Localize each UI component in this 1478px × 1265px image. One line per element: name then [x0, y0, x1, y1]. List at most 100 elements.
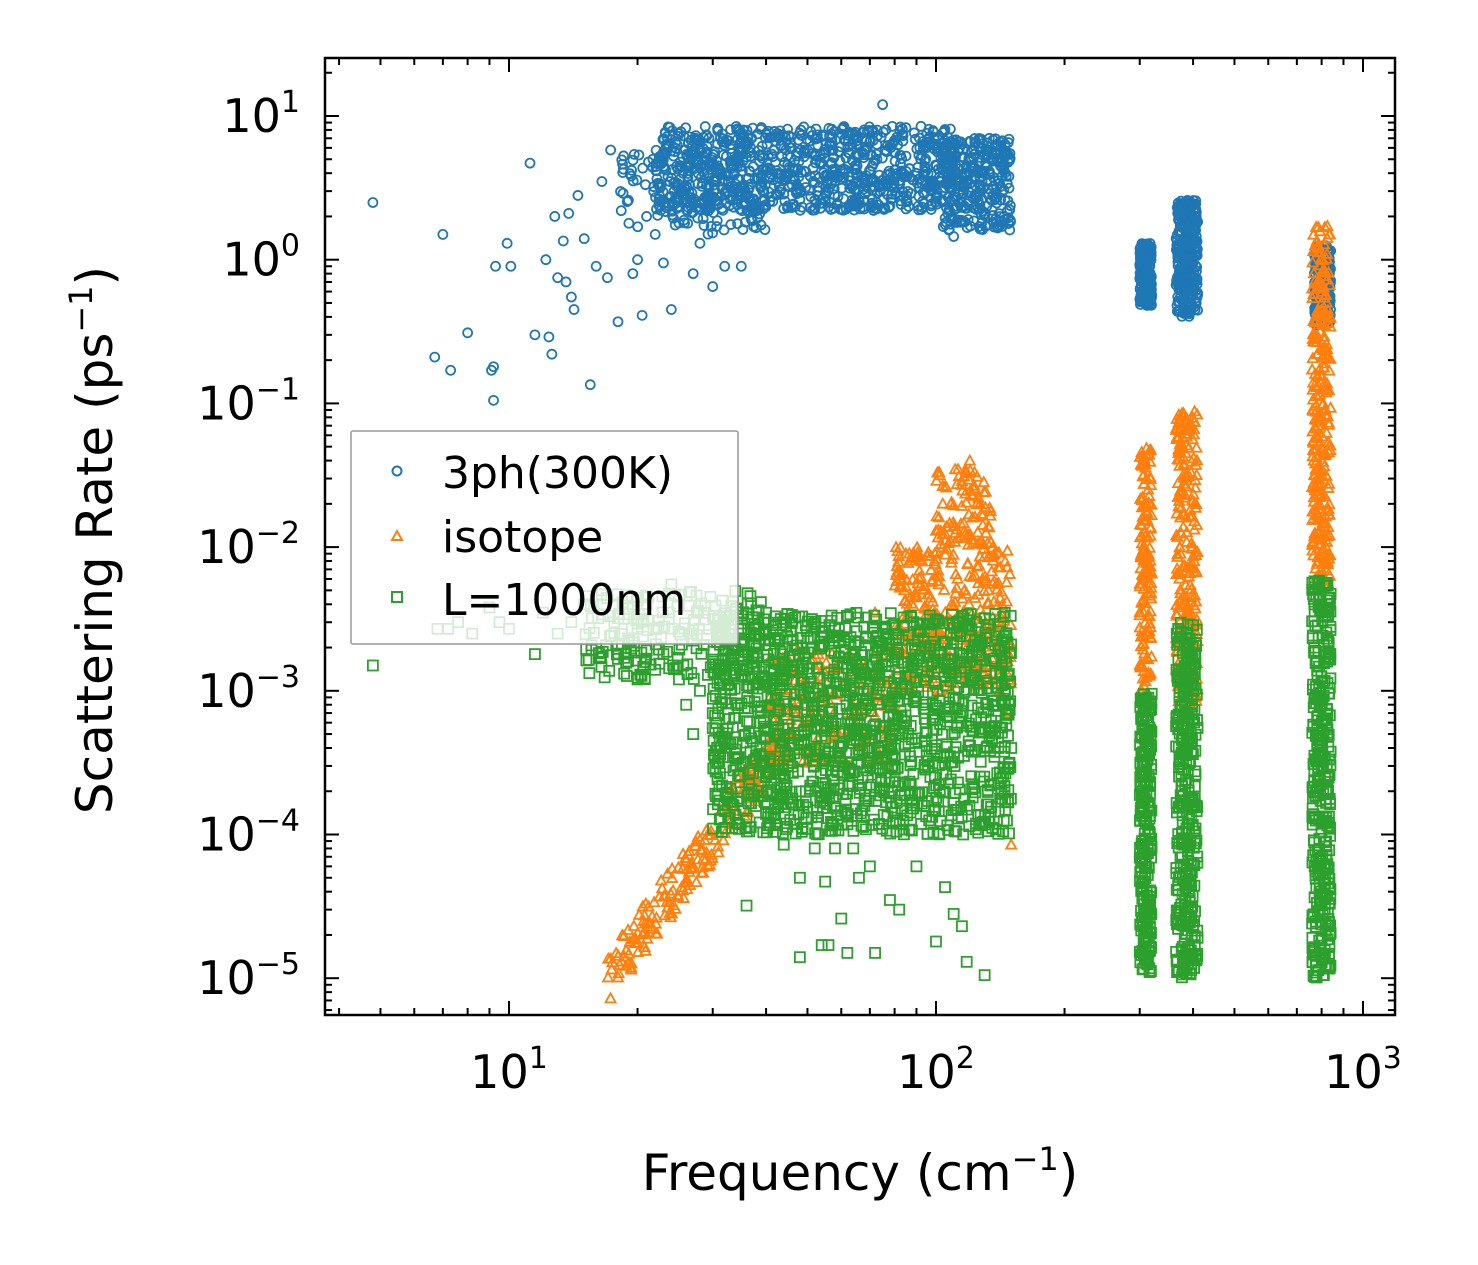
data-point [627, 154, 639, 166]
data-point [735, 260, 747, 272]
data-point [745, 213, 757, 225]
data-point [687, 145, 699, 156]
data-point [714, 169, 726, 181]
data-point [734, 203, 746, 215]
data-point [836, 123, 848, 135]
data-point [716, 136, 728, 147]
data-point [1190, 240, 1202, 252]
data-point [1137, 238, 1149, 250]
data-point [844, 201, 856, 213]
data-point [895, 149, 906, 161]
data-point [871, 187, 883, 199]
data-point [973, 133, 985, 145]
data-point [680, 122, 692, 134]
data-point [700, 152, 712, 164]
data-point [741, 205, 753, 216]
data-point [708, 175, 720, 186]
data-point [641, 211, 652, 222]
data-point [844, 148, 856, 160]
data-point [1140, 244, 1152, 256]
data-point [685, 200, 696, 212]
data-point [897, 123, 908, 135]
data-point [718, 224, 730, 236]
data-point [815, 158, 827, 170]
data-point [636, 309, 648, 321]
data-point [958, 177, 970, 189]
data-point [762, 125, 774, 137]
data-point [655, 180, 667, 192]
data-point [1136, 290, 1148, 302]
data-point [968, 151, 979, 163]
data-point [719, 260, 731, 272]
data-point [628, 148, 640, 160]
data-point [605, 144, 617, 156]
data-point [818, 193, 829, 204]
data-point [490, 260, 501, 272]
data-point [689, 132, 701, 144]
data-point [819, 170, 831, 182]
data-point [707, 281, 719, 292]
data-point [874, 180, 886, 192]
data-point [462, 327, 474, 339]
data-point [596, 176, 608, 187]
data-point [683, 131, 695, 143]
data-point [795, 130, 807, 141]
data-point [749, 173, 761, 185]
data-point [779, 195, 791, 207]
data-point [983, 132, 995, 144]
data-point [524, 157, 536, 169]
data-point [501, 237, 513, 249]
data-point [1191, 278, 1203, 290]
data-point [627, 268, 639, 280]
data-point [732, 218, 743, 230]
data-point [694, 144, 706, 156]
data-point [1000, 560, 1014, 573]
data-point [754, 150, 766, 162]
data-point [791, 180, 803, 191]
data-point [708, 179, 720, 191]
data-point [568, 304, 580, 315]
data-point [896, 128, 908, 140]
data-point [959, 167, 971, 179]
series-circle-points [367, 99, 1337, 406]
data-point [972, 202, 984, 214]
data-point [1177, 217, 1189, 229]
data-point [445, 364, 457, 376]
data-point [631, 174, 643, 186]
data-point [976, 217, 988, 229]
data-point [664, 121, 676, 133]
data-point [632, 254, 643, 266]
data-point [918, 188, 930, 200]
data-point [701, 146, 713, 158]
data-point [1187, 289, 1198, 300]
data-point [793, 156, 805, 167]
data-point [926, 198, 937, 210]
data-point [944, 159, 956, 171]
data-point [672, 177, 683, 189]
data-point [682, 168, 694, 179]
data-point [986, 152, 998, 163]
data-point [961, 556, 975, 569]
data-point [999, 194, 1011, 206]
data-point [737, 224, 749, 235]
data-point [621, 196, 633, 207]
data-point [783, 130, 795, 142]
data-point [842, 141, 854, 153]
data-point [623, 194, 634, 206]
data-point [612, 316, 624, 328]
data-point [817, 148, 829, 160]
data-point [505, 260, 517, 272]
data-point [950, 134, 962, 146]
data-point [927, 125, 939, 137]
data-point [658, 257, 669, 269]
data-point [838, 172, 849, 184]
data-point [529, 329, 541, 341]
data-point [671, 197, 683, 209]
data-point [546, 348, 558, 360]
data-point [835, 141, 847, 153]
data-point [572, 190, 584, 201]
data-point [817, 129, 829, 141]
data-point [996, 170, 1008, 182]
data-point [713, 163, 724, 174]
